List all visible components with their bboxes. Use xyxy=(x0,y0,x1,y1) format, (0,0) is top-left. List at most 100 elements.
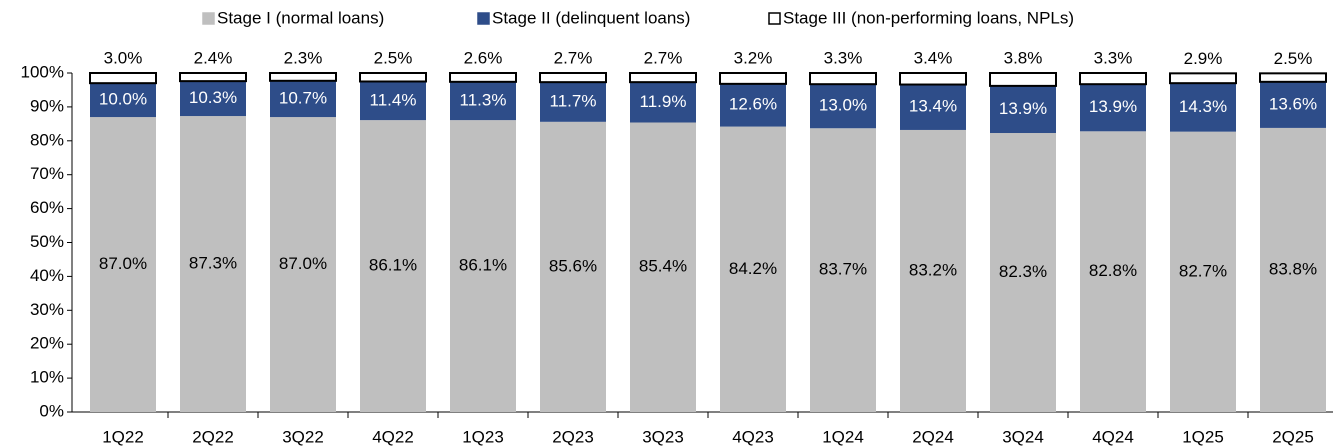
value-label: 82.7% xyxy=(1179,261,1227,280)
y-tick-label: 10% xyxy=(30,368,64,387)
bar-segment xyxy=(990,133,1056,413)
bar-segment xyxy=(810,84,876,129)
value-label: 3.4% xyxy=(914,48,953,67)
x-tick-label: 2Q24 xyxy=(912,427,954,446)
bar-segment xyxy=(809,72,877,86)
bar-segment xyxy=(1170,131,1236,412)
value-label: 85.4% xyxy=(639,257,687,276)
bar-segment xyxy=(1080,84,1146,132)
value-label: 3.3% xyxy=(1094,48,1133,67)
bar-segment xyxy=(269,72,337,82)
value-label: 11.9% xyxy=(640,92,687,111)
value-label: 87.0% xyxy=(279,254,327,273)
bar-segment xyxy=(540,121,606,412)
legend-label: Stage III (non-performing loans, NPLs) xyxy=(783,8,1074,27)
y-tick-label: 100% xyxy=(21,62,64,81)
value-label: 2.7% xyxy=(554,48,593,67)
legend-swatch xyxy=(768,12,781,25)
y-tick-label: 20% xyxy=(30,334,64,353)
value-label: 13.0% xyxy=(819,96,867,115)
y-tick-label: 80% xyxy=(30,130,64,149)
y-tick-label: 70% xyxy=(30,164,64,183)
value-label: 11.3% xyxy=(460,90,507,109)
bar-segment xyxy=(720,83,786,127)
bar-segment xyxy=(1260,81,1326,128)
value-label: 87.3% xyxy=(189,254,237,273)
value-label: 13.9% xyxy=(1089,97,1137,116)
value-label: 13.6% xyxy=(1269,94,1317,113)
bar-segment xyxy=(1260,127,1326,412)
y-tick-label: 0% xyxy=(39,401,64,420)
x-tick-label: 3Q24 xyxy=(1002,427,1044,446)
legend-label: Stage I (normal loans) xyxy=(217,8,384,27)
value-label: 11.7% xyxy=(550,91,597,110)
value-label: 2.6% xyxy=(464,48,503,67)
x-tick-label: 1Q22 xyxy=(102,427,144,446)
bar-segment xyxy=(810,128,876,412)
x-tick-label: 3Q22 xyxy=(282,427,324,446)
bar-segment xyxy=(540,82,606,122)
value-label: 3.3% xyxy=(824,48,863,67)
value-label: 10.7% xyxy=(279,88,327,107)
y-tick-label: 30% xyxy=(30,300,64,319)
bar-segment xyxy=(719,72,787,85)
bar-segment xyxy=(1259,72,1327,83)
legend-swatch xyxy=(202,12,215,25)
bar-segment xyxy=(629,72,697,84)
bar-segment xyxy=(89,72,157,85)
value-label: 12.6% xyxy=(729,95,777,114)
legend-label: Stage II (delinquent loans) xyxy=(492,8,690,27)
bar-segment xyxy=(1080,131,1146,413)
value-label: 85.6% xyxy=(549,256,597,275)
value-label: 2.9% xyxy=(1184,49,1223,68)
value-label: 2.4% xyxy=(194,48,233,67)
value-label: 10.0% xyxy=(99,90,147,109)
bar-segment xyxy=(179,72,247,83)
bar-segment xyxy=(899,72,967,86)
bar-segment xyxy=(360,120,426,412)
value-label: 2.5% xyxy=(1274,49,1313,68)
y-tick-label: 50% xyxy=(30,232,64,251)
x-tick-label: 4Q24 xyxy=(1092,427,1134,446)
value-label: 2.5% xyxy=(374,48,413,67)
value-label: 10.3% xyxy=(189,88,237,107)
value-label: 83.8% xyxy=(1269,259,1317,278)
value-label: 13.9% xyxy=(999,99,1047,118)
bar-segment xyxy=(90,83,156,118)
bar-segment xyxy=(990,85,1056,134)
bar-segment xyxy=(1079,72,1147,86)
bar-segment xyxy=(720,126,786,412)
value-label: 83.7% xyxy=(819,260,867,279)
x-tick-label: 1Q25 xyxy=(1182,427,1224,446)
value-label: 13.4% xyxy=(909,97,957,116)
bar-segment xyxy=(900,84,966,130)
value-label: 3.0% xyxy=(104,48,143,67)
y-tick-label: 40% xyxy=(30,266,64,285)
x-tick-label: 2Q25 xyxy=(1272,427,1314,446)
bar-segment xyxy=(359,72,427,83)
x-tick-label: 4Q22 xyxy=(372,427,414,446)
legend-swatch xyxy=(477,12,490,25)
value-label: 82.3% xyxy=(999,262,1047,281)
value-label: 84.2% xyxy=(729,259,777,278)
bar-segment xyxy=(270,117,336,412)
value-label: 2.7% xyxy=(644,48,683,67)
bar-segment xyxy=(449,72,517,83)
bar-segment xyxy=(539,72,607,84)
x-tick-label: 3Q23 xyxy=(642,427,684,446)
bar-segment xyxy=(90,117,156,412)
value-label: 3.8% xyxy=(1004,48,1043,67)
bar-segment xyxy=(180,116,246,412)
x-tick-label: 1Q23 xyxy=(462,427,504,446)
bar-segment xyxy=(360,81,426,121)
bar-segment xyxy=(450,81,516,121)
value-label: 83.2% xyxy=(909,260,957,279)
value-label: 2.3% xyxy=(284,48,323,67)
bar-segment xyxy=(1170,83,1236,132)
bar-segment xyxy=(180,81,246,117)
x-tick-label: 2Q22 xyxy=(192,427,234,446)
x-tick-label: 4Q23 xyxy=(732,427,774,446)
bar-segment xyxy=(450,120,516,412)
value-label: 82.8% xyxy=(1089,261,1137,280)
